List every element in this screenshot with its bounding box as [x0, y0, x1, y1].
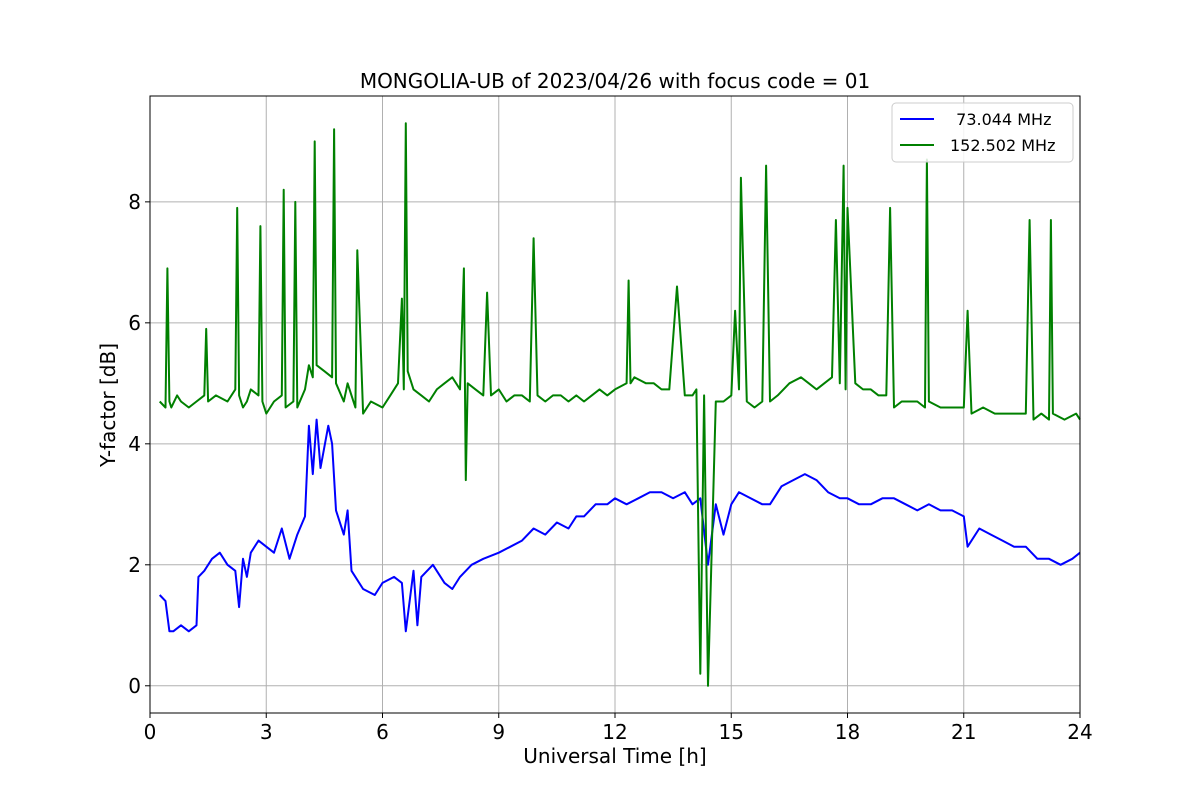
series-line-1 [158, 418, 1081, 633]
y-tick-label: 0 [128, 674, 141, 698]
x-tick-label: 24 [1067, 720, 1092, 744]
x-tick-label: 6 [376, 720, 389, 744]
x-tick-label: 3 [260, 720, 273, 744]
series-line-2 [158, 122, 1081, 687]
legend-box [891, 102, 1074, 163]
y-axis-label: Y-factor [dB] [96, 343, 120, 468]
y-tick-label: 6 [128, 311, 141, 335]
y-tick-label: 8 [128, 190, 141, 214]
legend: 73.044 MHz 152.502 MHz [891, 102, 1074, 163]
legend-label-series-2: 152.502 MHz [950, 136, 1055, 155]
legend-label-series-1: 73.044 MHz [946, 110, 1051, 129]
x-tick-label: 21 [951, 720, 976, 744]
x-tick-label: 15 [719, 720, 744, 744]
x-axis-label: Universal Time [h] [523, 744, 706, 768]
y-tick-label: 4 [128, 432, 141, 456]
x-tick-label: 18 [835, 720, 860, 744]
chart-title: MONGOLIA-UB of 2023/04/26 with focus cod… [360, 69, 870, 93]
x-tick-label: 9 [492, 720, 505, 744]
x-tick-label: 0 [144, 720, 157, 744]
y-tick-label: 2 [128, 553, 141, 577]
series-layer [158, 122, 1081, 687]
x-tick-label: 12 [602, 720, 627, 744]
